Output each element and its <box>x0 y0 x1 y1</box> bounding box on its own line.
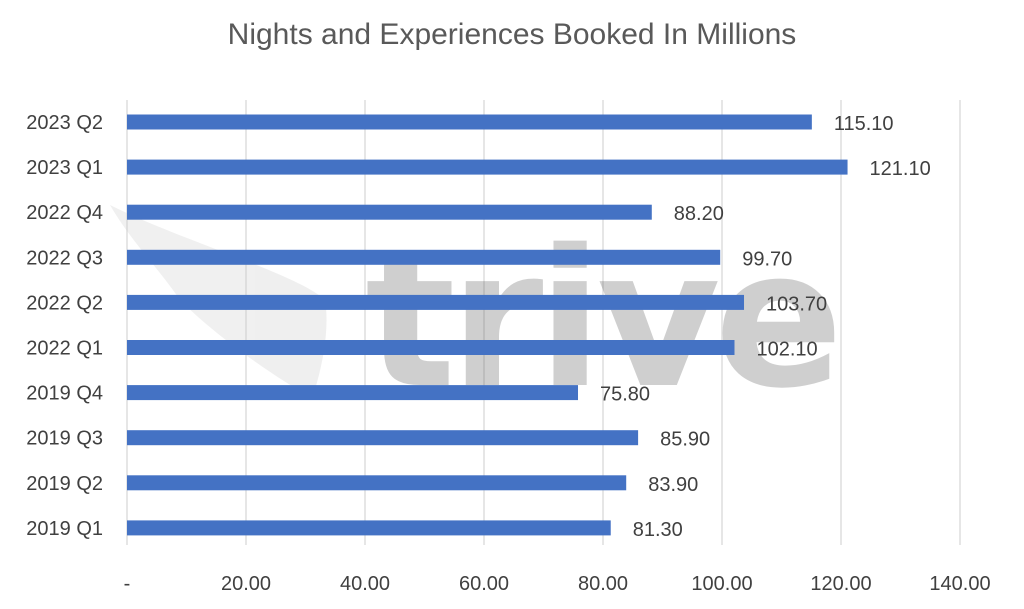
bar <box>127 159 848 175</box>
category-label: 2022 Q2 <box>26 292 103 314</box>
category-labels: 2023 Q2 2023 Q1 2022 Q4 2022 Q3 2022 Q2 2022 … <box>26 112 103 540</box>
x-tick-label: 140.00 <box>929 573 990 595</box>
category-label: 2019 Q3 <box>26 428 103 450</box>
category-label: 2022 Q3 <box>26 247 103 269</box>
x-tick-label: - <box>124 573 131 595</box>
category-label: 2019 Q4 <box>26 383 103 405</box>
bar <box>127 249 721 265</box>
bar <box>127 430 639 446</box>
bar <box>127 475 627 491</box>
category-label: 2023 Q2 <box>26 112 103 134</box>
data-label: 121.10 <box>870 158 931 180</box>
data-label: 83.90 <box>648 474 698 496</box>
data-label: 99.70 <box>742 248 792 270</box>
category-label: 2019 Q2 <box>26 473 103 495</box>
data-label: 103.70 <box>766 293 827 315</box>
x-tick-label: 60.00 <box>459 573 509 595</box>
bar <box>127 340 735 355</box>
bars <box>127 114 848 536</box>
bar <box>127 294 745 310</box>
data-label: 75.80 <box>600 384 650 406</box>
x-tick-label: 80.00 <box>578 573 628 595</box>
x-tick-label: 40.00 <box>340 573 390 595</box>
data-label: 85.90 <box>660 429 710 451</box>
data-label: 88.20 <box>674 203 724 225</box>
bar <box>127 520 611 536</box>
chart-title: Nights and Experiences Booked In Million… <box>227 18 797 51</box>
bar <box>127 385 579 401</box>
category-label: 2023 Q1 <box>26 157 103 179</box>
data-label: 81.30 <box>633 519 683 541</box>
bar <box>127 114 812 130</box>
data-label: 115.10 <box>834 113 894 135</box>
x-tick-label: 20.00 <box>221 573 271 595</box>
category-label: 2022 Q1 <box>26 338 103 360</box>
data-label: 102.10 <box>756 339 817 361</box>
x-tick-label: 120.00 <box>810 573 871 595</box>
category-label: 2019 Q1 <box>26 518 103 540</box>
data-labels: 115.10 121.10 88.20 99.70 103.70 102.10 75.80 8… <box>600 113 931 541</box>
x-tick-label: 100.00 <box>691 573 752 595</box>
x-tick-labels: - 20.00 40.00 60.00 80.00 100.00 120.00 140.00 <box>124 573 991 595</box>
bar <box>127 204 652 220</box>
category-label: 2022 Q4 <box>26 202 103 224</box>
